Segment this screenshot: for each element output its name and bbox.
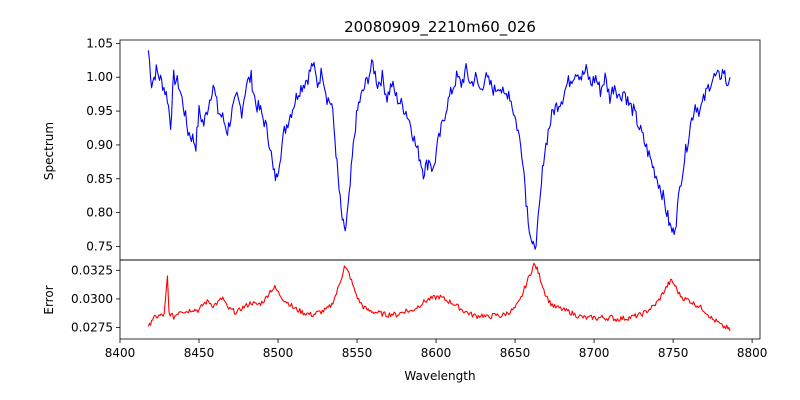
spectrum-y-tick-label: 1.00 xyxy=(86,70,113,84)
error-series-group xyxy=(147,262,731,332)
error-y-tick-label: 0.0300 xyxy=(71,292,113,306)
error-series-line-0 xyxy=(147,262,731,332)
spectrum-panel: 20080909_2210m60_026 Spectrum 0.750.800.… xyxy=(42,18,761,261)
error-panel: Error 0.0275 0.0300 0.0325 8400 8450 8500 855… xyxy=(42,259,768,383)
chart-title: 20080909_2210m60_026 xyxy=(344,18,536,37)
spectrum-y-tick-label: 1.05 xyxy=(86,36,113,50)
error-y-tick-label: 0.0325 xyxy=(71,263,113,277)
x-tick-label: 8400 xyxy=(105,346,136,360)
error-y-axis-label: Error xyxy=(42,285,56,314)
spectrum-y-tick-label: 0.75 xyxy=(86,239,113,253)
x-tick-label: 8700 xyxy=(579,346,610,360)
spectrum-y-tick-label: 0.85 xyxy=(86,172,113,186)
error-plot-frame xyxy=(119,259,761,340)
error-y-tick-label: 0.0275 xyxy=(71,321,113,335)
x-tick-label: 8500 xyxy=(263,346,294,360)
x-tick-label: 8550 xyxy=(342,346,373,360)
error-y-ticks: 0.0275 0.0300 0.0325 xyxy=(71,263,120,335)
spectrum-y-tick-label: 0.95 xyxy=(86,104,113,118)
wavelength-x-ticks: 8400 8450 8500 8550 8600 8650 8700 8750 8800 xyxy=(105,339,768,360)
wavelength-x-axis-label: Wavelength xyxy=(404,369,475,383)
spectrum-series-line-0 xyxy=(147,50,731,250)
spectrum-y-axis-label: Spectrum xyxy=(42,122,56,180)
x-tick-label: 8600 xyxy=(421,346,452,360)
spectrum-y-ticks: 0.75 0.80 0.85 0.90 0.95 1.00 1.05 xyxy=(86,36,120,253)
spectrum-y-tick-label: 0.80 xyxy=(86,206,113,220)
x-tick-label: 8800 xyxy=(737,346,768,360)
x-tick-label: 8750 xyxy=(658,346,689,360)
spectrum-y-tick-label: 0.90 xyxy=(86,138,113,152)
x-tick-label: 8450 xyxy=(184,346,215,360)
spectrum-series-group xyxy=(147,50,731,250)
x-tick-label: 8650 xyxy=(500,346,531,360)
